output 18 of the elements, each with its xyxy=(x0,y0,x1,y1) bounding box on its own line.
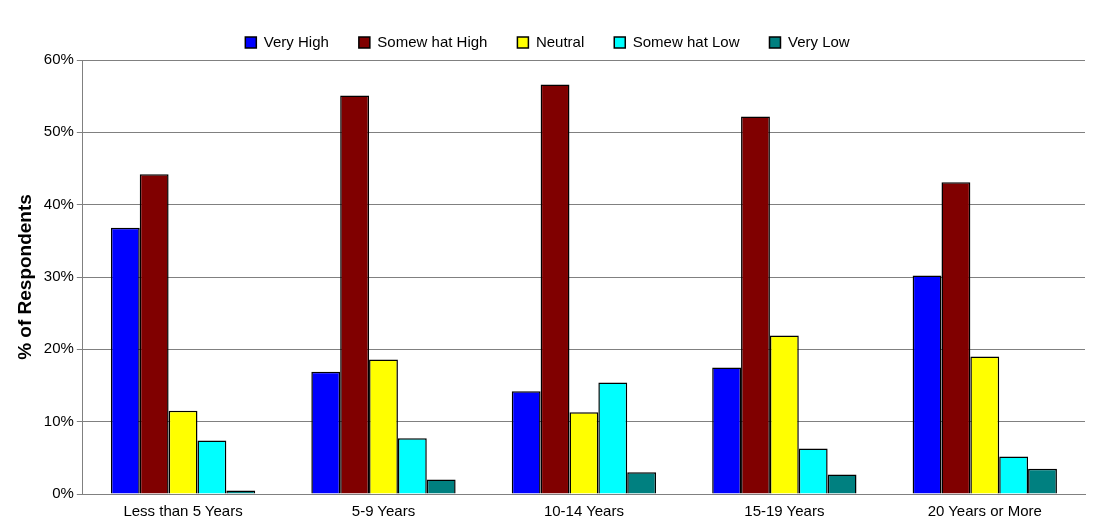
y-tick-label: 0% xyxy=(52,484,74,502)
y-tick-label: 60% xyxy=(43,50,74,68)
x-tick-label: 20 Years or More xyxy=(927,502,1042,520)
legend-label: Very Low xyxy=(787,32,850,50)
x-tick-label: Less than 5 Years xyxy=(123,502,243,520)
x-tick-label: 5-9 Years xyxy=(351,502,416,520)
y-tick-label: 30% xyxy=(43,267,74,285)
legend-label: Somew hat Low xyxy=(632,32,740,50)
y-tick-label: 40% xyxy=(43,194,74,212)
y-tick-label: 50% xyxy=(43,122,74,140)
y-tick-label: 10% xyxy=(43,411,74,429)
y-tick-label: 20% xyxy=(43,339,74,357)
legend-label: Very High xyxy=(263,32,329,50)
y-axis-title: % of Respondents xyxy=(13,194,35,360)
legend-label: Somew hat High xyxy=(377,32,488,50)
legend-label: Neutral xyxy=(535,32,585,50)
x-tick-label: 10-14 Years xyxy=(543,502,624,520)
x-tick-label: 15-19 Years xyxy=(744,502,825,520)
